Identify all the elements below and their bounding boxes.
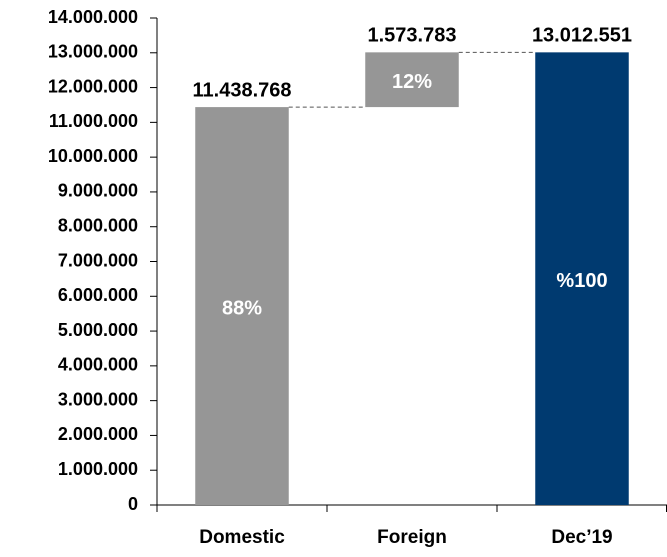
y-tick-label: 6.000.000 (58, 285, 138, 305)
bar (365, 52, 459, 108)
y-tick-label: 2.000.000 (58, 424, 138, 444)
value-label: 13.012.551 (532, 25, 632, 47)
y-tick-label: 0 (128, 494, 138, 514)
bar (535, 52, 629, 505)
share-label: %100 (556, 270, 607, 292)
share-label: 12% (392, 71, 432, 93)
bar (195, 107, 289, 505)
y-tick-label: 7.000.000 (58, 250, 138, 270)
value-label: 11.438.768 (193, 79, 292, 101)
y-tick-label: 9.000.000 (58, 181, 138, 201)
x-tick-label: Dec’19 (551, 527, 612, 548)
y-tick-label: 5.000.000 (58, 320, 138, 340)
y-tick-label: 12.000.000 (48, 76, 138, 96)
share-label: 88% (222, 297, 262, 319)
y-tick-label: 8.000.000 (58, 215, 138, 235)
y-tick-label: 11.000.000 (49, 111, 138, 131)
y-tick-label: 13.000.000 (48, 42, 138, 62)
y-tick-label: 1.000.000 (58, 459, 138, 479)
y-tick-label: 4.000.000 (58, 355, 138, 375)
y-tick-label: 10.000.000 (48, 146, 138, 166)
y-tick-label: 14.000.000 (48, 7, 138, 27)
value-label: 1.573.783 (368, 25, 457, 47)
x-tick-label: Domestic (199, 527, 285, 548)
x-tick-label: Foreign (377, 527, 447, 548)
y-tick-label: 3.000.000 (58, 389, 138, 409)
